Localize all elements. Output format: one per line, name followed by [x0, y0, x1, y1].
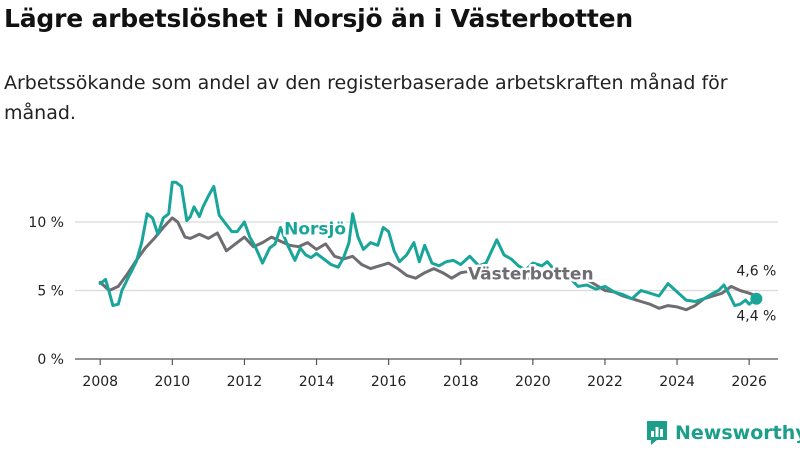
series-line-vasterbotten: [98, 216, 758, 312]
y-tick-label: 0 %: [37, 352, 64, 368]
series-label-norsjo: Norsjö: [284, 219, 346, 239]
bar-chart-logo-icon: [647, 421, 667, 445]
x-tick-label: 2012: [227, 374, 263, 390]
x-axis-ticks: 2008 2010 2012 2014 2016 2018 2020 2022 2024 2026: [82, 359, 767, 390]
x-tick-label: 2010: [155, 374, 191, 390]
chart-title: Lägre arbetslöshet i Norsjö än i Västerb…: [4, 4, 633, 33]
y-axis-ticks: 0 % 5 % 10 %: [28, 215, 64, 368]
series-line-norsjo: [98, 180, 758, 308]
end-value-label-norsjo: 4,4 %: [736, 309, 776, 325]
series-endpoint-norsjo: [750, 292, 763, 305]
gridlines: [75, 221, 778, 292]
end-value-label-vasterbotten: 4,6 %: [736, 263, 776, 279]
x-tick-label: 2018: [443, 374, 479, 390]
brand-name: Newsworthy: [675, 422, 800, 444]
x-tick-label: 2026: [731, 374, 767, 390]
newsworthy-logo: Newsworthy: [645, 418, 800, 448]
x-tick-label: 2024: [659, 374, 695, 390]
x-tick-label: 2016: [371, 374, 407, 390]
y-tick-label: 10 %: [28, 215, 64, 231]
chart-subtitle: Arbetssökande som andel av den registerb…: [4, 72, 728, 124]
x-tick-label: 2008: [82, 374, 118, 390]
series-labels: Västerbotten 4,6 % Norsjö 4,4 %: [282, 217, 777, 325]
x-tick-label: 2020: [515, 374, 551, 390]
x-tick-label: 2014: [299, 374, 335, 390]
series-label-vasterbotten: Västerbotten: [468, 265, 594, 285]
x-tick-label: 2022: [587, 374, 623, 390]
series-lines: [98, 180, 763, 312]
y-tick-label: 5 %: [37, 284, 64, 300]
